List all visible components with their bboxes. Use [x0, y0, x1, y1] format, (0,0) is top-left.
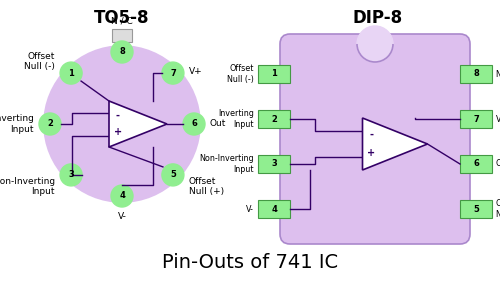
- Circle shape: [39, 113, 61, 135]
- Text: Pin-Outs of 741 IC: Pin-Outs of 741 IC: [162, 252, 338, 272]
- Text: Offset
Null (+): Offset Null (+): [496, 199, 500, 219]
- Text: 7: 7: [170, 69, 176, 78]
- Text: N / C: N / C: [111, 17, 133, 26]
- Text: 2: 2: [271, 114, 277, 124]
- Text: V-: V-: [118, 212, 126, 221]
- Text: 3: 3: [68, 170, 74, 179]
- Text: +: +: [368, 148, 376, 158]
- Text: TO5-8: TO5-8: [94, 9, 150, 27]
- Text: Offset
Null (-): Offset Null (-): [227, 64, 254, 84]
- Text: DIP-8: DIP-8: [353, 9, 403, 27]
- Text: 6: 6: [191, 120, 197, 128]
- Text: 7: 7: [473, 114, 479, 124]
- Text: +: +: [114, 127, 122, 137]
- Text: 8: 8: [473, 70, 479, 78]
- Circle shape: [357, 26, 393, 62]
- Text: Non-Inverting
Input: Non-Inverting Input: [200, 154, 254, 174]
- Text: Non-Inverting
Input: Non-Inverting Input: [0, 177, 55, 196]
- Text: 4: 4: [119, 191, 125, 201]
- Text: 1: 1: [271, 70, 277, 78]
- Circle shape: [60, 62, 82, 84]
- Polygon shape: [109, 101, 167, 147]
- Text: Out: Out: [210, 120, 226, 128]
- Text: Offset
Null (+): Offset Null (+): [189, 177, 224, 196]
- Text: V+: V+: [496, 114, 500, 124]
- FancyBboxPatch shape: [112, 29, 132, 42]
- FancyBboxPatch shape: [460, 110, 492, 128]
- FancyBboxPatch shape: [280, 34, 470, 244]
- Text: 8: 8: [119, 47, 125, 57]
- FancyBboxPatch shape: [258, 110, 290, 128]
- Circle shape: [162, 164, 184, 186]
- Text: Inverting
Input: Inverting Input: [0, 114, 34, 134]
- Text: 2: 2: [47, 120, 53, 128]
- Circle shape: [111, 41, 133, 63]
- Text: 6: 6: [473, 160, 479, 168]
- Text: 5: 5: [473, 204, 479, 214]
- Circle shape: [60, 164, 82, 186]
- Circle shape: [183, 113, 205, 135]
- Text: V-: V-: [246, 204, 254, 214]
- Text: -: -: [116, 111, 120, 121]
- FancyBboxPatch shape: [258, 155, 290, 173]
- Text: Offset
Null (-): Offset Null (-): [24, 52, 55, 71]
- Text: N / C: N / C: [496, 70, 500, 78]
- FancyBboxPatch shape: [460, 65, 492, 83]
- Text: 4: 4: [271, 204, 277, 214]
- FancyBboxPatch shape: [258, 65, 290, 83]
- Text: 1: 1: [68, 69, 74, 78]
- Text: 5: 5: [170, 170, 176, 179]
- Text: Inverting
Input: Inverting Input: [218, 109, 254, 129]
- Text: 3: 3: [271, 160, 277, 168]
- Circle shape: [111, 185, 133, 207]
- FancyBboxPatch shape: [460, 155, 492, 173]
- Text: Out: Out: [496, 160, 500, 168]
- Polygon shape: [362, 118, 428, 170]
- Text: V+: V+: [189, 66, 202, 76]
- Circle shape: [162, 62, 184, 84]
- FancyBboxPatch shape: [258, 200, 290, 218]
- Circle shape: [44, 46, 200, 202]
- Text: -: -: [370, 130, 374, 140]
- FancyBboxPatch shape: [460, 200, 492, 218]
